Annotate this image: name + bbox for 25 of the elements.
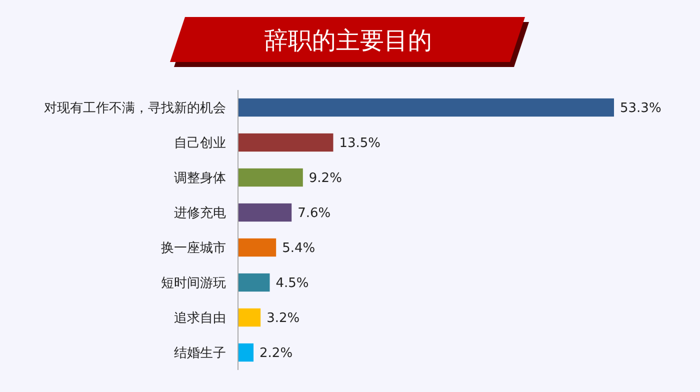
y-tick-label: 自己创业 — [174, 136, 226, 152]
y-tick-label: 追求自由 — [174, 311, 226, 326]
bar — [238, 203, 292, 222]
data-label: 7.6% — [298, 206, 331, 222]
bar — [238, 168, 303, 187]
y-tick-label: 换一座城市 — [161, 240, 226, 256]
bar — [238, 238, 276, 257]
bar — [238, 308, 261, 327]
data-label: 4.5% — [276, 276, 309, 292]
y-tick-label: 对现有工作不满，寻找新的机会 — [44, 101, 226, 116]
bar — [238, 273, 270, 292]
bar — [238, 98, 614, 117]
data-label: 5.4% — [282, 241, 316, 256]
y-tick-label: 短时间游玩 — [161, 276, 226, 292]
data-label: 53.3% — [620, 101, 662, 116]
data-label: 13.5% — [339, 136, 381, 152]
bar — [238, 133, 334, 152]
y-tick-label: 进修充电 — [174, 206, 226, 222]
data-label: 9.2% — [308, 171, 342, 186]
bar — [238, 343, 254, 362]
y-tick-label: 调整身体 — [174, 171, 226, 186]
data-label: 2.2% — [260, 346, 293, 362]
data-label: 3.2% — [266, 311, 300, 326]
y-tick-label: 结婚生子 — [174, 346, 226, 362]
chart-title: 辞职的主要目的 — [264, 26, 432, 54]
